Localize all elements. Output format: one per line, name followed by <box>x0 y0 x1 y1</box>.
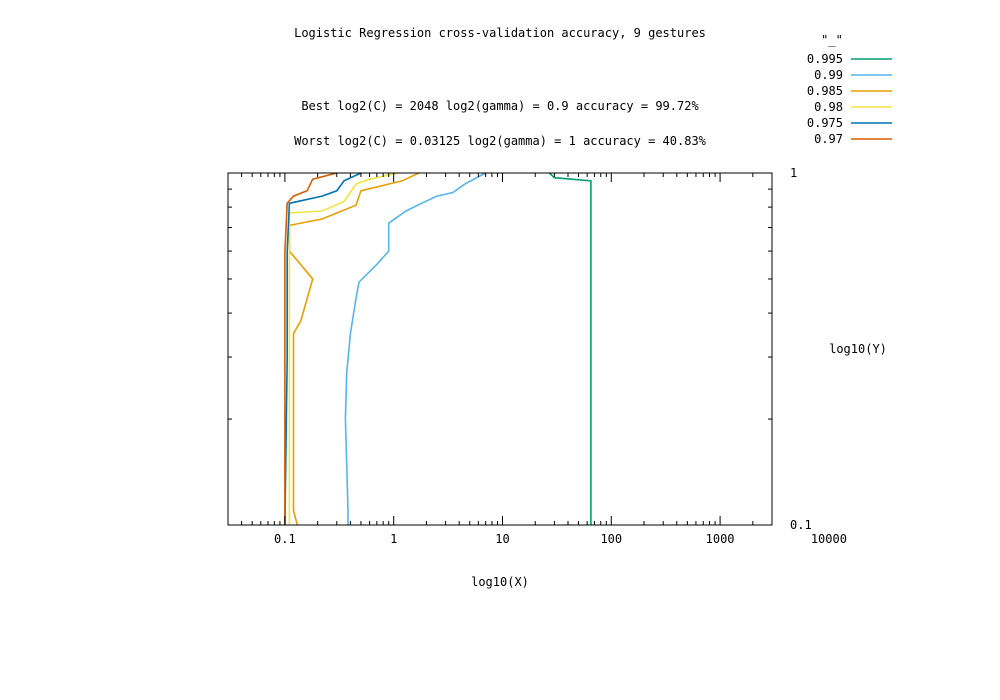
legend-label-0.98: 0.98 <box>814 100 843 114</box>
best-annotation: Best log2(C) = 2048 log2(gamma) = 0.9 ac… <box>301 99 699 113</box>
series-line-0.975 <box>284 172 362 526</box>
worst-annotation: Worst log2(C) = 0.03125 log2(gamma) = 1 … <box>294 134 707 148</box>
y-tick-label: 0.1 <box>790 518 812 532</box>
legend-label-0.975: 0.975 <box>807 116 843 130</box>
chart-title: Logistic Regression cross-validation acc… <box>294 26 706 40</box>
legend-label-0.985: 0.985 <box>807 84 843 98</box>
series-line-0.99 <box>344 172 486 525</box>
legend-label-0.99: 0.99 <box>814 68 843 82</box>
legend: "_" 0.995 0.99 0.985 0.98 0.975 0.97 <box>807 33 892 146</box>
series-line-0.985 <box>288 172 420 526</box>
x-tick-label: 100 <box>600 532 622 546</box>
x-tick-label: 1 <box>390 532 397 546</box>
y-axis-ticks: 0.11 <box>228 166 812 532</box>
y-axis-label: log10(Y) <box>829 342 887 356</box>
series-line-0.98 <box>288 172 399 525</box>
x-tick-label: 10 <box>495 532 509 546</box>
series-line-0.97 <box>284 172 337 525</box>
x-tick-label: 1000 <box>706 532 735 546</box>
legend-label-0.995: 0.995 <box>807 52 843 66</box>
plot-frame <box>227 172 773 526</box>
series-line-0.995 <box>548 172 592 525</box>
x-tick-label: 10000 <box>811 532 847 546</box>
legend-label-0.97: 0.97 <box>814 132 843 146</box>
series-lines <box>284 172 592 526</box>
x-tick-label: 0.1 <box>274 532 296 546</box>
y-tick-label: 1 <box>790 166 797 180</box>
x-axis-ticks: 0.1 1 10 100 1000 10000 <box>227 173 847 546</box>
legend-title: "_" <box>821 33 843 47</box>
x-axis-label: log10(X) <box>471 575 529 589</box>
